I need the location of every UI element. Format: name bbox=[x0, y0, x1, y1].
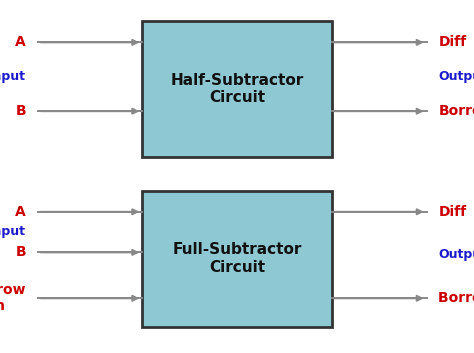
Text: A: A bbox=[15, 205, 26, 219]
Text: Input: Input bbox=[0, 71, 26, 83]
Text: Input: Input bbox=[0, 226, 26, 238]
Text: A: A bbox=[15, 35, 26, 49]
Text: Borrow
In: Borrow In bbox=[0, 283, 26, 313]
Text: Diff: Diff bbox=[438, 35, 466, 49]
Bar bbox=[142, 191, 332, 327]
Text: B: B bbox=[16, 104, 26, 118]
Text: Output: Output bbox=[438, 249, 474, 261]
Text: Borrow: Borrow bbox=[438, 104, 474, 118]
Text: Output: Output bbox=[438, 71, 474, 83]
Text: Borrow Out: Borrow Out bbox=[438, 291, 474, 305]
Text: Diff: Diff bbox=[438, 205, 466, 219]
Text: Half-Subtractor
Circuit: Half-Subtractor Circuit bbox=[170, 73, 304, 105]
Text: B: B bbox=[16, 245, 26, 259]
Text: Full-Subtractor
Circuit: Full-Subtractor Circuit bbox=[173, 243, 301, 275]
Bar bbox=[142, 21, 332, 157]
